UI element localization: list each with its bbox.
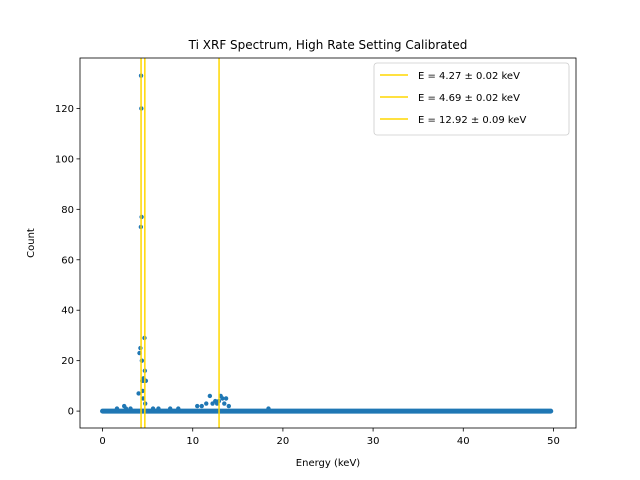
y-tick-label: 80 <box>61 205 74 216</box>
x-tick-label: 0 <box>99 436 105 447</box>
y-tick-label: 100 <box>55 154 74 165</box>
data-point <box>222 401 227 406</box>
data-point <box>123 406 129 411</box>
data-point <box>226 403 231 409</box>
y-tick-label: 60 <box>61 255 74 266</box>
data-point <box>207 393 213 399</box>
legend-entry-label: E = 12.92 ± 0.09 keV <box>418 115 526 126</box>
data-point <box>266 406 271 411</box>
data-point <box>136 391 141 396</box>
x-tick-label: 20 <box>277 436 290 447</box>
data-point <box>199 403 204 409</box>
plot-frame <box>79 57 577 429</box>
data-point <box>223 396 229 401</box>
legend-entry-label: E = 4.27 ± 0.02 keV <box>418 71 520 82</box>
data-point <box>204 401 209 406</box>
x-tick-label: 30 <box>367 436 380 447</box>
y-tick-label: 20 <box>61 356 74 367</box>
data-point <box>220 396 225 401</box>
data-point <box>114 406 120 411</box>
legend-entry-label: E = 4.69 ± 0.02 keV <box>418 93 520 104</box>
y-tick-label: 120 <box>55 104 74 115</box>
x-tick-label: 50 <box>547 436 560 447</box>
legend-box <box>373 62 570 136</box>
data-point <box>195 403 200 409</box>
chart-title: Ti XRF Spectrum, High Rate Setting Calib… <box>188 38 468 52</box>
y-tick-label: 40 <box>61 306 74 317</box>
y-tick-label: 0 <box>68 407 74 418</box>
legend: E = 4.27 ± 0.02 keV E = 4.69 ± 0.02 keV E … <box>373 62 570 136</box>
x-tick-label: 10 <box>186 436 199 447</box>
y-axis-label: Count <box>26 228 37 258</box>
data-point <box>156 406 161 411</box>
data-point <box>150 406 156 411</box>
data-point <box>128 406 133 411</box>
data-point <box>176 406 181 411</box>
data-point <box>167 406 173 411</box>
x-axis-label: Energy (keV) <box>296 458 361 469</box>
x-tick-label: 40 <box>457 436 470 447</box>
